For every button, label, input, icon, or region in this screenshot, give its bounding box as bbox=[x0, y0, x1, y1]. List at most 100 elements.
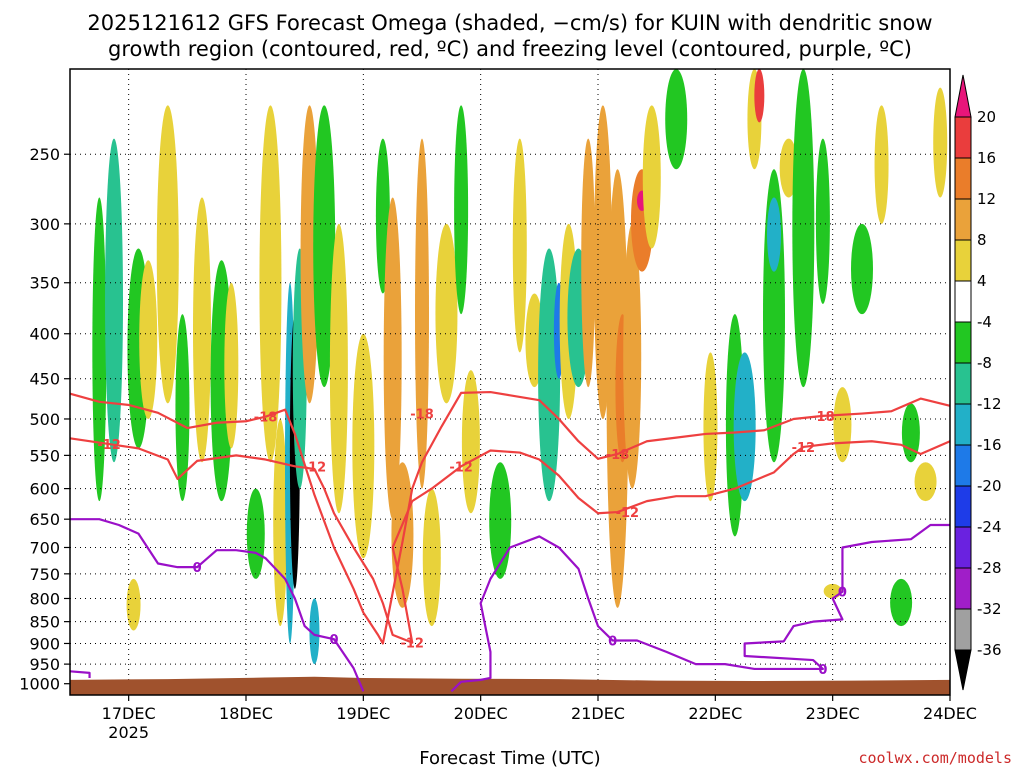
y-tick-label: 350 bbox=[29, 274, 60, 293]
omega-cell bbox=[415, 138, 429, 489]
contour-label: 0 bbox=[608, 634, 617, 649]
y-tick-label: 450 bbox=[29, 370, 60, 389]
omega-cell bbox=[352, 333, 375, 559]
colorbar-top-arrow bbox=[954, 74, 972, 118]
omega-cell bbox=[156, 105, 179, 404]
colorbar-swatch bbox=[954, 485, 972, 528]
colorbar-bottom-arrow bbox=[954, 649, 972, 691]
omega-cell bbox=[422, 488, 441, 627]
contour-label: -12 bbox=[616, 506, 640, 521]
contour-label: 0 bbox=[838, 586, 847, 601]
terrain bbox=[70, 676, 950, 695]
omega-cell bbox=[259, 105, 282, 463]
colorbar-swatch bbox=[954, 157, 972, 200]
colorbar-label: 8 bbox=[977, 231, 987, 249]
y-tick-label: 400 bbox=[29, 325, 60, 344]
contour-label: -12 bbox=[97, 438, 121, 453]
contour-label: -18 bbox=[606, 448, 630, 463]
contour-label: -18 bbox=[410, 408, 434, 423]
x-tick-label: 23DEC bbox=[806, 704, 860, 723]
omega-cell bbox=[309, 598, 320, 665]
colorbar-swatch bbox=[954, 403, 972, 446]
y-tick-label: 900 bbox=[29, 634, 60, 653]
colorbar-swatch bbox=[954, 239, 972, 282]
contour-label: -12 bbox=[792, 441, 816, 456]
x-tick-label: 18DEC bbox=[219, 704, 273, 723]
colorbar-label: -24 bbox=[977, 518, 1002, 536]
omega-cell bbox=[224, 282, 239, 449]
omega-cell bbox=[815, 138, 830, 304]
colorbar-label: -36 bbox=[977, 641, 1002, 659]
colorbar: 20 16 12 8 4 -4 -8 -12 -16 -20 -24 -28 -32 -36 bbox=[954, 74, 1002, 691]
omega-cell bbox=[538, 248, 561, 502]
y-tick-label: 250 bbox=[29, 145, 60, 164]
omega-cell bbox=[92, 197, 107, 502]
colorbar-label: -16 bbox=[977, 436, 1002, 454]
x-axis-label: Forecast Time (UTC) bbox=[419, 748, 600, 768]
omega-cell bbox=[175, 314, 190, 502]
x-tick-label: 19DEC bbox=[336, 704, 390, 723]
omega-cell bbox=[623, 223, 642, 489]
colorbar-label: 16 bbox=[977, 149, 996, 167]
omega-cell bbox=[139, 260, 158, 419]
y-tick-label: 800 bbox=[29, 589, 60, 608]
omega-cell bbox=[383, 197, 402, 520]
omega-cell bbox=[754, 69, 765, 123]
contour-label: -12 bbox=[400, 637, 424, 652]
omega-cell bbox=[461, 370, 480, 514]
omega-cell bbox=[313, 105, 336, 388]
title-line-2: growth region (contoured, red, ºC) and f… bbox=[108, 37, 912, 61]
omega-cell bbox=[454, 105, 469, 315]
omega-cell bbox=[933, 87, 948, 198]
y-tick-label: 650 bbox=[29, 510, 60, 529]
omega-cell bbox=[329, 223, 348, 514]
contour-label: -18 bbox=[254, 411, 278, 426]
y-tick-label: 600 bbox=[29, 480, 60, 499]
omega-cell bbox=[273, 418, 288, 627]
contours: -18 -18 -18 -18 -12 -12 -12 -12 -12 -12 0 0 0 0 0 bbox=[69, 390, 951, 693]
contour-label: -12 bbox=[449, 460, 473, 475]
omega-cell bbox=[914, 462, 937, 502]
contour-freezing-level-east bbox=[450, 523, 950, 693]
omega-cell bbox=[300, 105, 319, 404]
omega-cell bbox=[105, 138, 123, 463]
colorbar-label: -28 bbox=[977, 559, 1002, 577]
colorbar-swatch bbox=[954, 116, 972, 159]
omega-cell bbox=[890, 578, 913, 627]
contour-freezing-level-left-stub bbox=[69, 670, 91, 678]
y-tick-label: 1000 bbox=[19, 675, 60, 694]
colorbar-label: 20 bbox=[977, 108, 996, 126]
omega-cell bbox=[851, 223, 873, 315]
omega-cell bbox=[126, 578, 141, 631]
omega-cell bbox=[703, 352, 718, 502]
colorbar-swatch bbox=[954, 444, 972, 487]
omega-cell bbox=[733, 352, 756, 502]
colorbar-label: 12 bbox=[977, 190, 996, 208]
colorbar-label: -20 bbox=[977, 477, 1002, 495]
y-tick-label: 500 bbox=[29, 410, 60, 429]
omega-cell bbox=[665, 69, 688, 170]
contour-label: 0 bbox=[329, 633, 338, 648]
colorbar-label: -8 bbox=[977, 354, 992, 372]
omega-cell bbox=[874, 105, 889, 224]
title-line-1: 2025121612 GFS Forecast Omega (shaded, −… bbox=[87, 11, 932, 35]
omega-cell bbox=[435, 223, 458, 404]
plot-frame bbox=[69, 68, 951, 696]
credit-text: coolwx.com/models bbox=[858, 749, 1012, 767]
colorbar-swatch bbox=[954, 321, 972, 364]
x-tick-label: 21DEC bbox=[571, 704, 625, 723]
colorbar-label: -32 bbox=[977, 600, 1002, 618]
contour-label: -18 bbox=[811, 410, 835, 425]
y-tick-label: 850 bbox=[29, 613, 60, 632]
y-tick-label: 300 bbox=[29, 215, 60, 234]
omega-cell bbox=[193, 197, 211, 463]
contour-label: 0 bbox=[193, 561, 202, 576]
colorbar-swatch bbox=[954, 198, 972, 241]
colorbar-swatch bbox=[954, 280, 972, 323]
colorbar-swatch bbox=[954, 526, 972, 569]
y-tick-label: 750 bbox=[29, 565, 60, 584]
contour-dgz-minus12 bbox=[69, 437, 951, 644]
colorbar-label: -4 bbox=[977, 313, 992, 331]
contour-label: 0 bbox=[818, 663, 827, 678]
